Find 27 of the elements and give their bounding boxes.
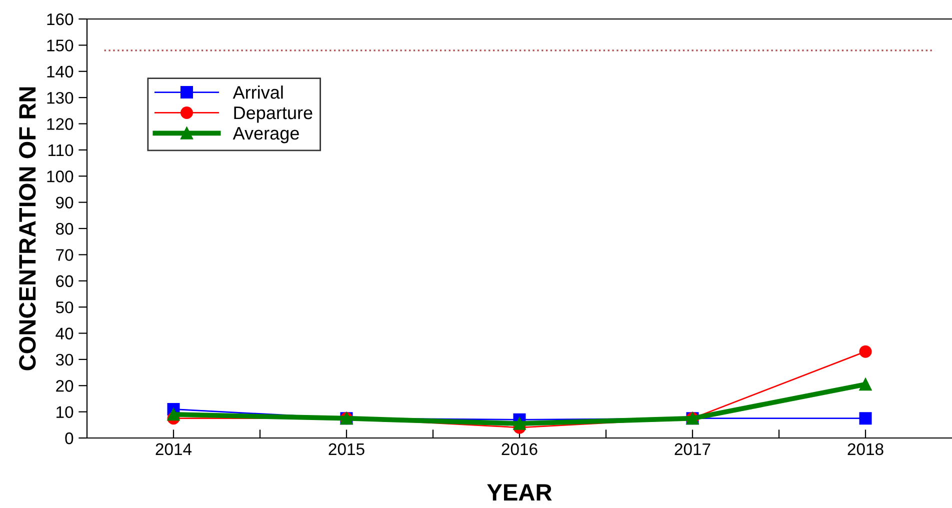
x-axis-title: YEAR [487, 484, 552, 501]
legend-label: Average [232, 127, 299, 144]
legend-label: Arrival [232, 86, 283, 99]
x-tick-label: 2018 [848, 443, 884, 456]
y-tick-label: 130 [47, 92, 74, 104]
y-tick-label: 160 [47, 13, 74, 26]
y-tick-label: 70 [56, 249, 74, 261]
y-tick-label: 110 [48, 144, 74, 156]
y-tick-label: 140 [47, 66, 74, 78]
y-tick-label: 30 [56, 354, 74, 366]
y-tick-label: 20 [56, 380, 74, 392]
y-tick-label: 10 [56, 406, 74, 418]
y-tick-label: 50 [56, 301, 74, 314]
x-tick-label: 2014 [156, 443, 192, 456]
y-tick-label: 40 [56, 328, 74, 340]
y-tick-label: 150 [47, 40, 74, 52]
y-tick-label: 90 [56, 196, 74, 209]
y-tick-label: 0 [65, 432, 74, 444]
y-axis-title: CONCENTRATION OF RN [19, 87, 36, 370]
y-tick-label: 100 [47, 170, 74, 182]
y-tick-label: 80 [56, 222, 74, 235]
x-tick-label: 2015 [328, 443, 364, 456]
y-tick-label: 60 [56, 275, 74, 288]
y-tick-label: 120 [47, 118, 74, 130]
legend-label: Departure [234, 106, 312, 123]
x-tick-label: 2016 [502, 443, 538, 456]
x-tick-label: 2017 [674, 443, 710, 456]
